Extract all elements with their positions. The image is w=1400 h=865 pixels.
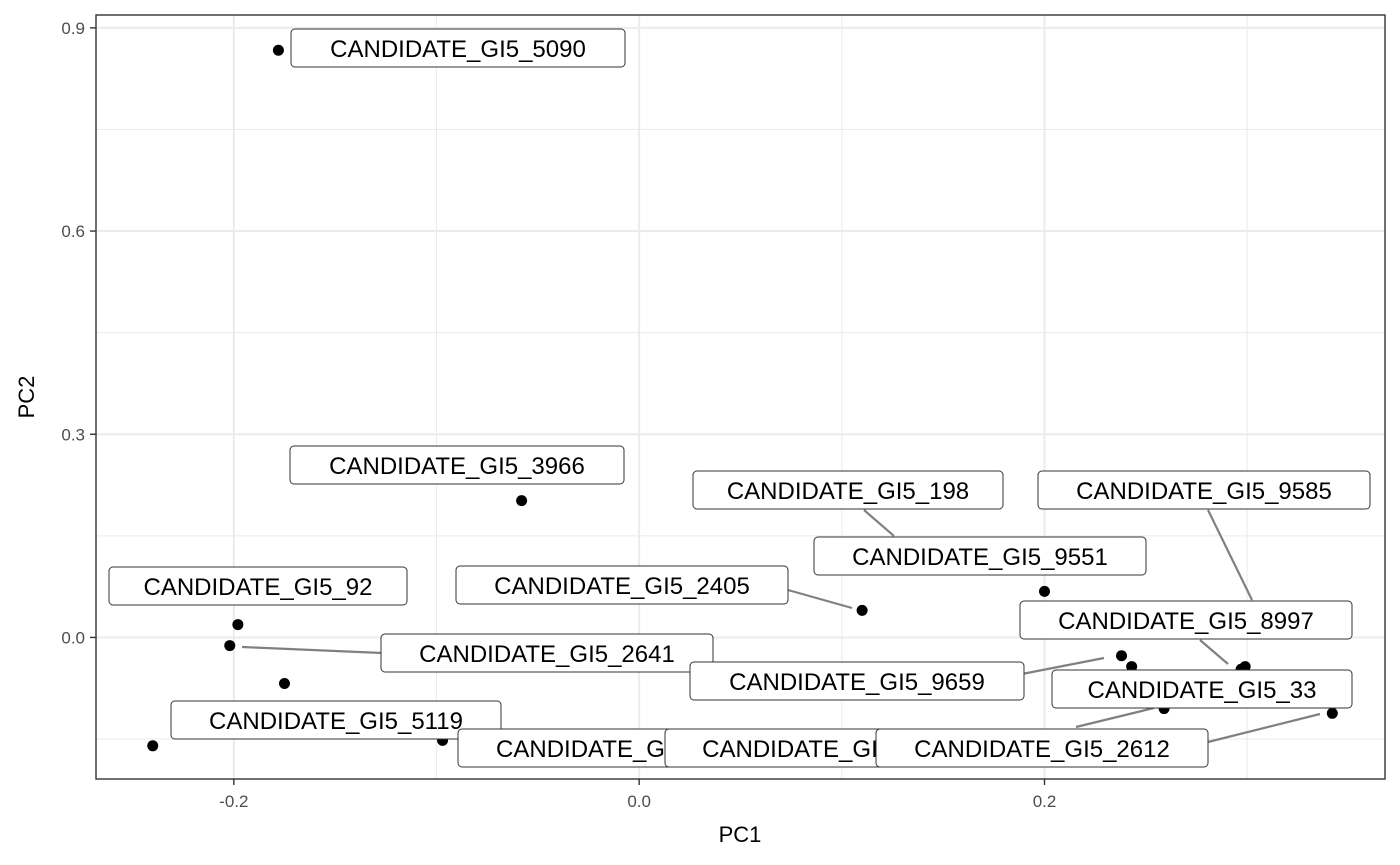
point-label: CANDIDATE_GI5_33 bbox=[1051, 669, 1353, 709]
y-tick-label: 0.3 bbox=[61, 425, 85, 444]
label-leader-line bbox=[241, 645, 383, 655]
x-axis-title: PC1 bbox=[719, 822, 762, 847]
point-label: CANDIDATE_GI5_198 bbox=[692, 470, 1004, 510]
point-label-text: CANDIDATE_GI5_2641 bbox=[419, 641, 675, 668]
point-label-text: CANDIDATE_GI5_92 bbox=[144, 574, 373, 601]
point-label-box bbox=[108, 566, 408, 606]
point-label-box bbox=[380, 633, 714, 673]
point-label: CANDIDATE_GI5_2641 bbox=[380, 633, 714, 673]
label-leader-line bbox=[1021, 656, 1105, 676]
panel-border bbox=[95, 14, 1386, 780]
point-label: CANDIDATE_GI5_8997 bbox=[1019, 600, 1353, 640]
label-leader-line bbox=[1075, 706, 1155, 729]
point-label: CANDIDATE_GI5_9659 bbox=[689, 661, 1025, 701]
data-point bbox=[278, 678, 290, 689]
point-label-box bbox=[692, 470, 1004, 510]
data-point bbox=[272, 44, 284, 56]
data-point bbox=[1116, 650, 1128, 662]
y-tick-label: 0.6 bbox=[61, 222, 85, 241]
data-point bbox=[516, 495, 528, 507]
point-label-box bbox=[813, 536, 1147, 576]
label-leader-line bbox=[863, 509, 895, 537]
point-label-box bbox=[1037, 470, 1371, 510]
point-label-box bbox=[455, 565, 789, 605]
point-label-box bbox=[170, 700, 502, 740]
data-point bbox=[147, 740, 159, 752]
point-label-text: CANDIDATE_GI5_198 bbox=[727, 478, 969, 505]
label-leader-line bbox=[787, 588, 853, 610]
point-label-box bbox=[289, 445, 625, 485]
point-label-text: CANDIDATE_GI5_9659 bbox=[729, 669, 985, 696]
data-point bbox=[1126, 661, 1138, 673]
point-label-text: CANDIDATE_GI5_2612 bbox=[914, 736, 1170, 763]
point-label: CANDIDATE_GI5_2612 bbox=[875, 728, 1209, 768]
data-point bbox=[1239, 661, 1251, 673]
point-label-box bbox=[875, 728, 1209, 768]
point-label-text: CANDIDATE_GI5_3966 bbox=[329, 453, 585, 480]
label-leader-line bbox=[1207, 712, 1321, 744]
y-axis-title: PC2 bbox=[14, 376, 39, 419]
axes: -0.2 0.0 0.2 0.0 0.3 0.6 0.9 bbox=[61, 19, 1056, 811]
point-label-box bbox=[290, 28, 626, 68]
point-labels: CANDIDATE_GI5_5090 CANDIDATE_GI5_3966 CAND… bbox=[108, 28, 1371, 768]
data-point bbox=[224, 640, 236, 652]
grid bbox=[96, 15, 1385, 779]
point-label-box bbox=[1019, 600, 1353, 640]
point-label-box bbox=[1051, 669, 1353, 709]
point-label-text: CANDIDATE_GI5_9551 bbox=[852, 544, 1108, 571]
point-label-text: CANDIDATE_GI5_2405 bbox=[494, 573, 750, 600]
point-label: CANDIDATE_GI5_3966 bbox=[289, 445, 625, 485]
y-tick-label: 0.9 bbox=[61, 19, 85, 38]
point-label: CANDIDATE_GI5_9551 bbox=[813, 536, 1147, 576]
label-leader-lines bbox=[241, 509, 1321, 744]
point-label-text: CANDIDATE_GI5_8997 bbox=[1058, 608, 1314, 635]
point-label: CANDIDATE_GI5_92 bbox=[108, 566, 408, 606]
point-label-text: CANDIDATE_GI5_5090 bbox=[330, 36, 586, 63]
data-point bbox=[856, 604, 868, 616]
data-points bbox=[147, 44, 1338, 752]
data-point bbox=[1039, 585, 1051, 597]
data-point bbox=[232, 619, 244, 631]
point-label-text: CANDIDATE_GI5_33 bbox=[1088, 677, 1317, 704]
point-label: CANDIDATE_GI5_9585 bbox=[1037, 470, 1371, 510]
point-label: CANDIDATE_GI5_5090 bbox=[290, 28, 626, 68]
x-tick-label: 0.0 bbox=[627, 792, 651, 811]
x-tick-label: -0.2 bbox=[219, 792, 248, 811]
label-leader-line bbox=[1199, 639, 1229, 665]
label-leader-line bbox=[1207, 509, 1253, 601]
y-tick-label: 0.0 bbox=[61, 628, 85, 647]
point-label: CANDIDATE_GI5_5119 bbox=[170, 700, 502, 740]
point-label-text: CANDIDATE_GI5_5119 bbox=[209, 708, 463, 735]
point-label-box bbox=[689, 661, 1025, 701]
data-point bbox=[1326, 707, 1338, 719]
x-tick-label: 0.2 bbox=[1033, 792, 1057, 811]
point-label-text: CANDIDATE_GI5_9585 bbox=[1076, 478, 1332, 505]
point-label: CANDIDATE_GI5_2405 bbox=[455, 565, 789, 605]
